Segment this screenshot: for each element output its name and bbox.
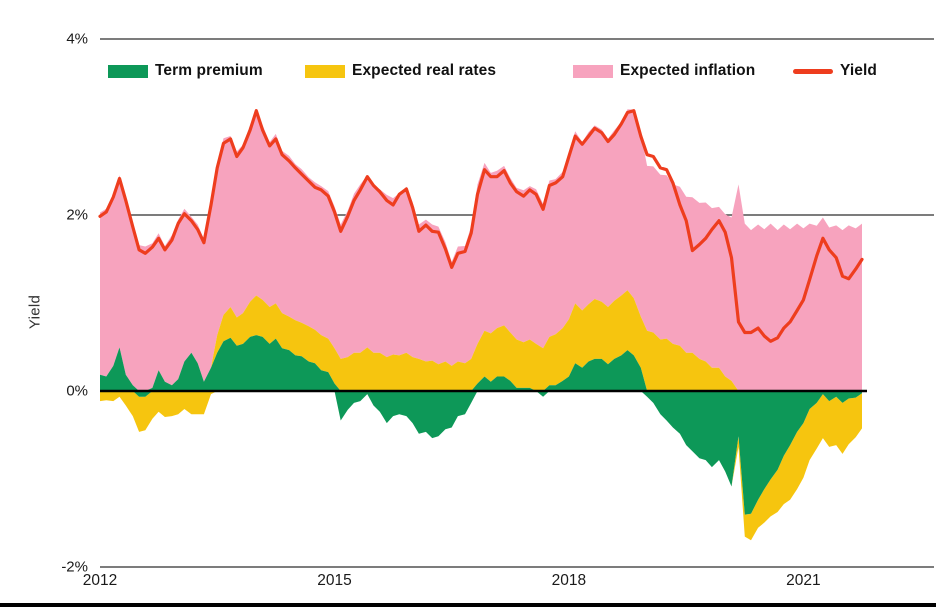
yield-line-swatch-icon bbox=[793, 68, 833, 74]
y-tick-label-4%: 4% bbox=[66, 31, 88, 48]
x-tick-label-2021: 2021 bbox=[786, 572, 820, 589]
yield-line bbox=[98, 109, 864, 343]
x-tick-label-2012: 2012 bbox=[83, 572, 117, 589]
expected-real-rates-area-negative bbox=[100, 391, 862, 541]
term-premium-swatch-icon bbox=[108, 64, 148, 78]
legend-label-expected-real-rates: Expected real rates bbox=[352, 62, 497, 79]
expected-real-rates-swatch-icon bbox=[305, 64, 345, 78]
legend-label-yield: Yield bbox=[840, 62, 877, 79]
expected-inflation-area bbox=[100, 109, 862, 391]
x-tick-label-2018: 2018 bbox=[552, 572, 586, 589]
legend-item-expected-inflation: Expected inflation bbox=[573, 62, 755, 80]
x-tick-label-2015: 2015 bbox=[317, 572, 351, 589]
legend-label-term-premium: Term premium bbox=[155, 62, 263, 79]
y-axis-title: Yield bbox=[26, 294, 44, 330]
screenshot-bottom-border bbox=[0, 603, 936, 607]
expected-inflation-swatch-icon bbox=[573, 64, 613, 78]
y-tick-label-0%: 0% bbox=[66, 383, 88, 400]
y-tick-label--2%: -2% bbox=[61, 559, 88, 576]
legend-item-expected-real-rates: Expected real rates bbox=[305, 62, 496, 80]
y-tick-label-2%: 2% bbox=[66, 207, 88, 224]
term-premium-area-positive bbox=[100, 335, 862, 391]
expected-real-rates-area-positive bbox=[100, 290, 862, 391]
term-premium-area-negative bbox=[100, 391, 862, 515]
legend-item-yield: Yield bbox=[793, 62, 877, 80]
legend-label-expected-inflation: Expected inflation bbox=[620, 62, 756, 79]
legend-item-term-premium: Term premium bbox=[108, 62, 263, 80]
